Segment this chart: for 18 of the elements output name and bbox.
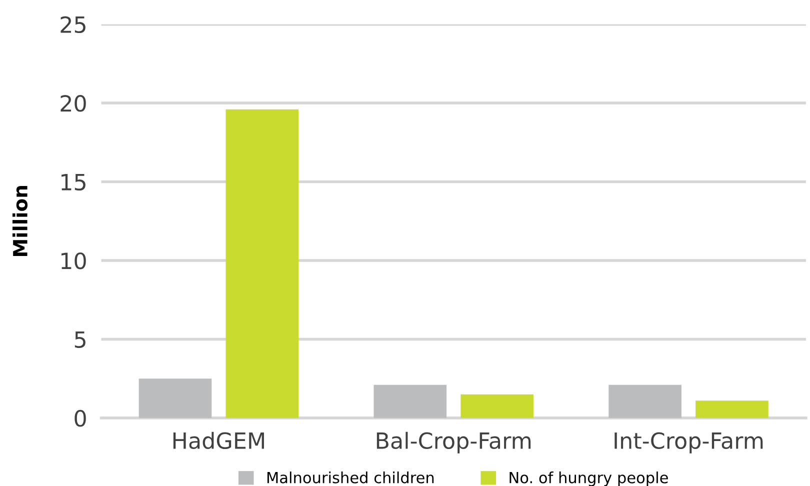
y-tick-label: 0: [74, 410, 86, 427]
bar: [138, 378, 212, 418]
y-tick-label: 10: [62, 252, 86, 270]
x-tick-label: HadGEM: [173, 432, 264, 450]
x-tick-label: Int-Crop-Farm: [614, 432, 763, 454]
y-tick-label: 5: [74, 331, 86, 348]
bar: [608, 384, 682, 418]
bar: [374, 384, 447, 418]
legend-label: Malnourished children: [267, 472, 434, 484]
bar: [696, 400, 768, 418]
x-tick-label: Bal-Crop-Farm: [376, 432, 531, 454]
bar: [460, 394, 534, 418]
bar: [226, 109, 299, 418]
y-tick-label: 20: [60, 94, 86, 112]
y-tick-label: 15: [62, 174, 86, 191]
y-axis-title: Million: [12, 186, 28, 256]
legend-label: No. of hungry people: [510, 472, 668, 486]
y-tick-label: 25: [60, 16, 86, 34]
